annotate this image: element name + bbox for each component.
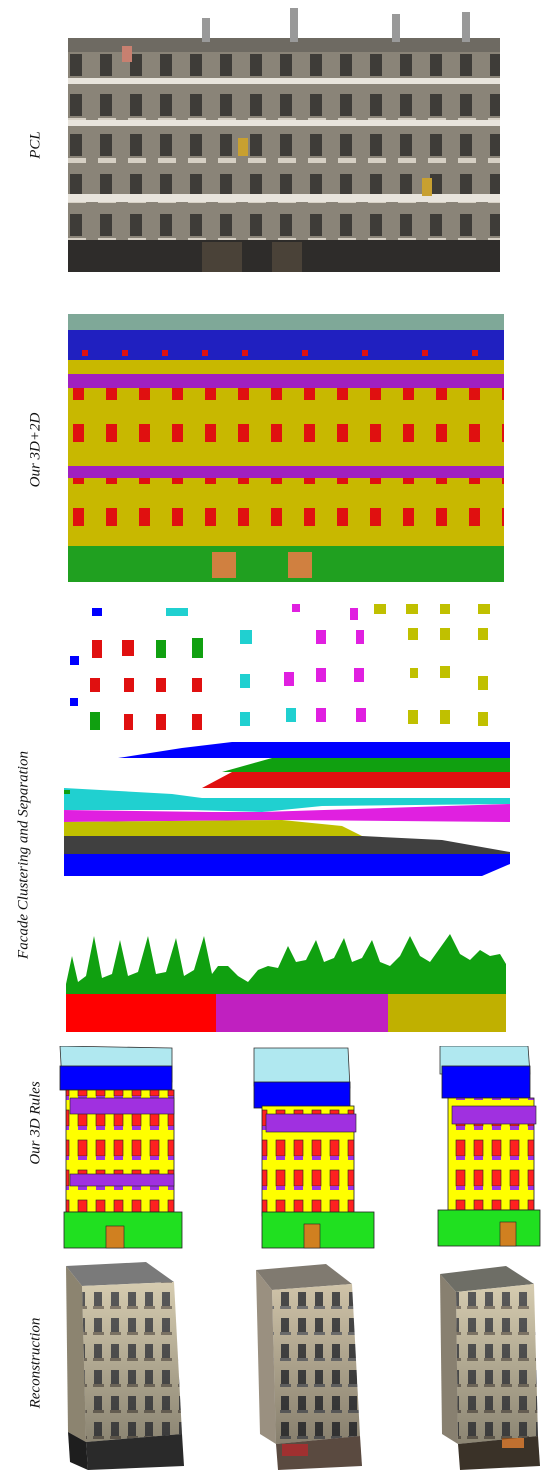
facade-split-profile-panel (66, 934, 506, 1032)
rule-building-2 (253, 1047, 375, 1249)
reconstruction-building-2 (256, 1264, 362, 1470)
facade-separation-bands-panel (64, 742, 510, 876)
rule-building-3 (437, 1046, 541, 1247)
reconstruction-panel (66, 1262, 540, 1470)
reconstruction-building-3 (440, 1266, 540, 1470)
our-3d2d-segmentation-panel (68, 314, 504, 582)
our-3d-rules-panel (59, 1046, 541, 1249)
rule-building-1 (59, 1046, 183, 1249)
reconstruction-building-1 (66, 1262, 184, 1470)
facade-window-clusters-panel (70, 604, 490, 730)
pcl-point-cloud-panel (68, 8, 500, 272)
